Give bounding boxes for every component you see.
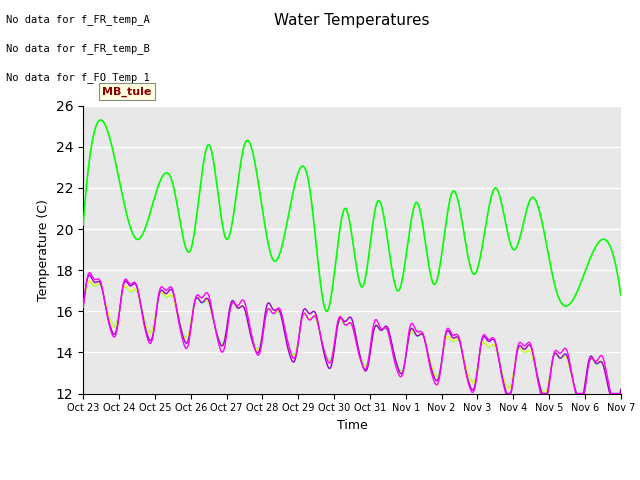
WaterTemp_CTD: [406, 323, 414, 329]
Line: WaterTemp_CTD: WaterTemp_CTD: [83, 273, 621, 394]
MDTemp_A: [573, 391, 581, 396]
X-axis label: Time: Time: [337, 419, 367, 432]
WaterTemp_CTD: [502, 391, 510, 396]
WaterTemp_CTD: [617, 391, 625, 396]
MDTemp_A: [488, 343, 495, 348]
CondTemp: [392, 359, 400, 365]
WaterTemp_CTD: [392, 364, 400, 370]
WaterT: [85, 278, 93, 284]
Text: No data for f_FO_Temp_1: No data for f_FO_Temp_1: [6, 72, 150, 83]
FR_temp_C: [79, 222, 87, 228]
FR_temp_C: [423, 251, 431, 257]
FR_temp_C: [323, 309, 331, 314]
CondTemp: [488, 337, 495, 343]
WaterT: [392, 359, 400, 364]
WaterT: [488, 342, 495, 348]
WaterTemp_CTD: [488, 336, 495, 341]
Y-axis label: Temperature (C): Temperature (C): [37, 199, 50, 300]
WaterT: [406, 330, 414, 336]
WaterTemp_CTD: [543, 391, 551, 396]
WaterT: [540, 391, 547, 396]
MDTemp_A: [392, 358, 400, 364]
WaterT: [113, 321, 121, 326]
WaterTemp_CTD: [85, 270, 93, 276]
MDTemp_A: [543, 387, 550, 393]
Line: MDTemp_A: MDTemp_A: [83, 281, 621, 394]
WaterT: [79, 304, 87, 310]
FR_temp_C: [113, 166, 121, 171]
CondTemp: [617, 386, 625, 392]
FR_temp_C: [97, 117, 104, 123]
MDTemp_A: [422, 342, 430, 348]
Title: Water Temperatures: Water Temperatures: [275, 13, 429, 28]
Line: FR_temp_C: FR_temp_C: [83, 120, 621, 312]
Text: No data for f_FR_temp_A: No data for f_FR_temp_A: [6, 14, 150, 25]
CondTemp: [113, 325, 121, 331]
FR_temp_C: [617, 292, 625, 298]
MDTemp_A: [85, 278, 93, 284]
CondTemp: [85, 272, 93, 278]
WaterTemp_CTD: [422, 345, 430, 351]
Line: WaterT: WaterT: [83, 281, 621, 394]
FR_temp_C: [488, 191, 496, 196]
MDTemp_A: [113, 320, 121, 326]
WaterT: [422, 342, 430, 348]
MDTemp_A: [406, 331, 414, 336]
FR_temp_C: [543, 247, 551, 252]
CondTemp: [543, 390, 551, 396]
CondTemp: [422, 344, 430, 349]
MDTemp_A: [617, 387, 625, 393]
Text: MB_tule: MB_tule: [102, 86, 152, 96]
Text: No data for f_FR_temp_B: No data for f_FR_temp_B: [6, 43, 150, 54]
CondTemp: [503, 391, 511, 396]
WaterTemp_CTD: [113, 328, 121, 334]
WaterTemp_CTD: [79, 305, 87, 311]
Line: CondTemp: CondTemp: [83, 275, 621, 394]
MDTemp_A: [79, 304, 87, 310]
CondTemp: [79, 303, 87, 309]
WaterT: [617, 387, 625, 393]
WaterT: [543, 385, 551, 391]
FR_temp_C: [393, 287, 401, 292]
FR_temp_C: [407, 219, 415, 225]
CondTemp: [406, 328, 414, 334]
